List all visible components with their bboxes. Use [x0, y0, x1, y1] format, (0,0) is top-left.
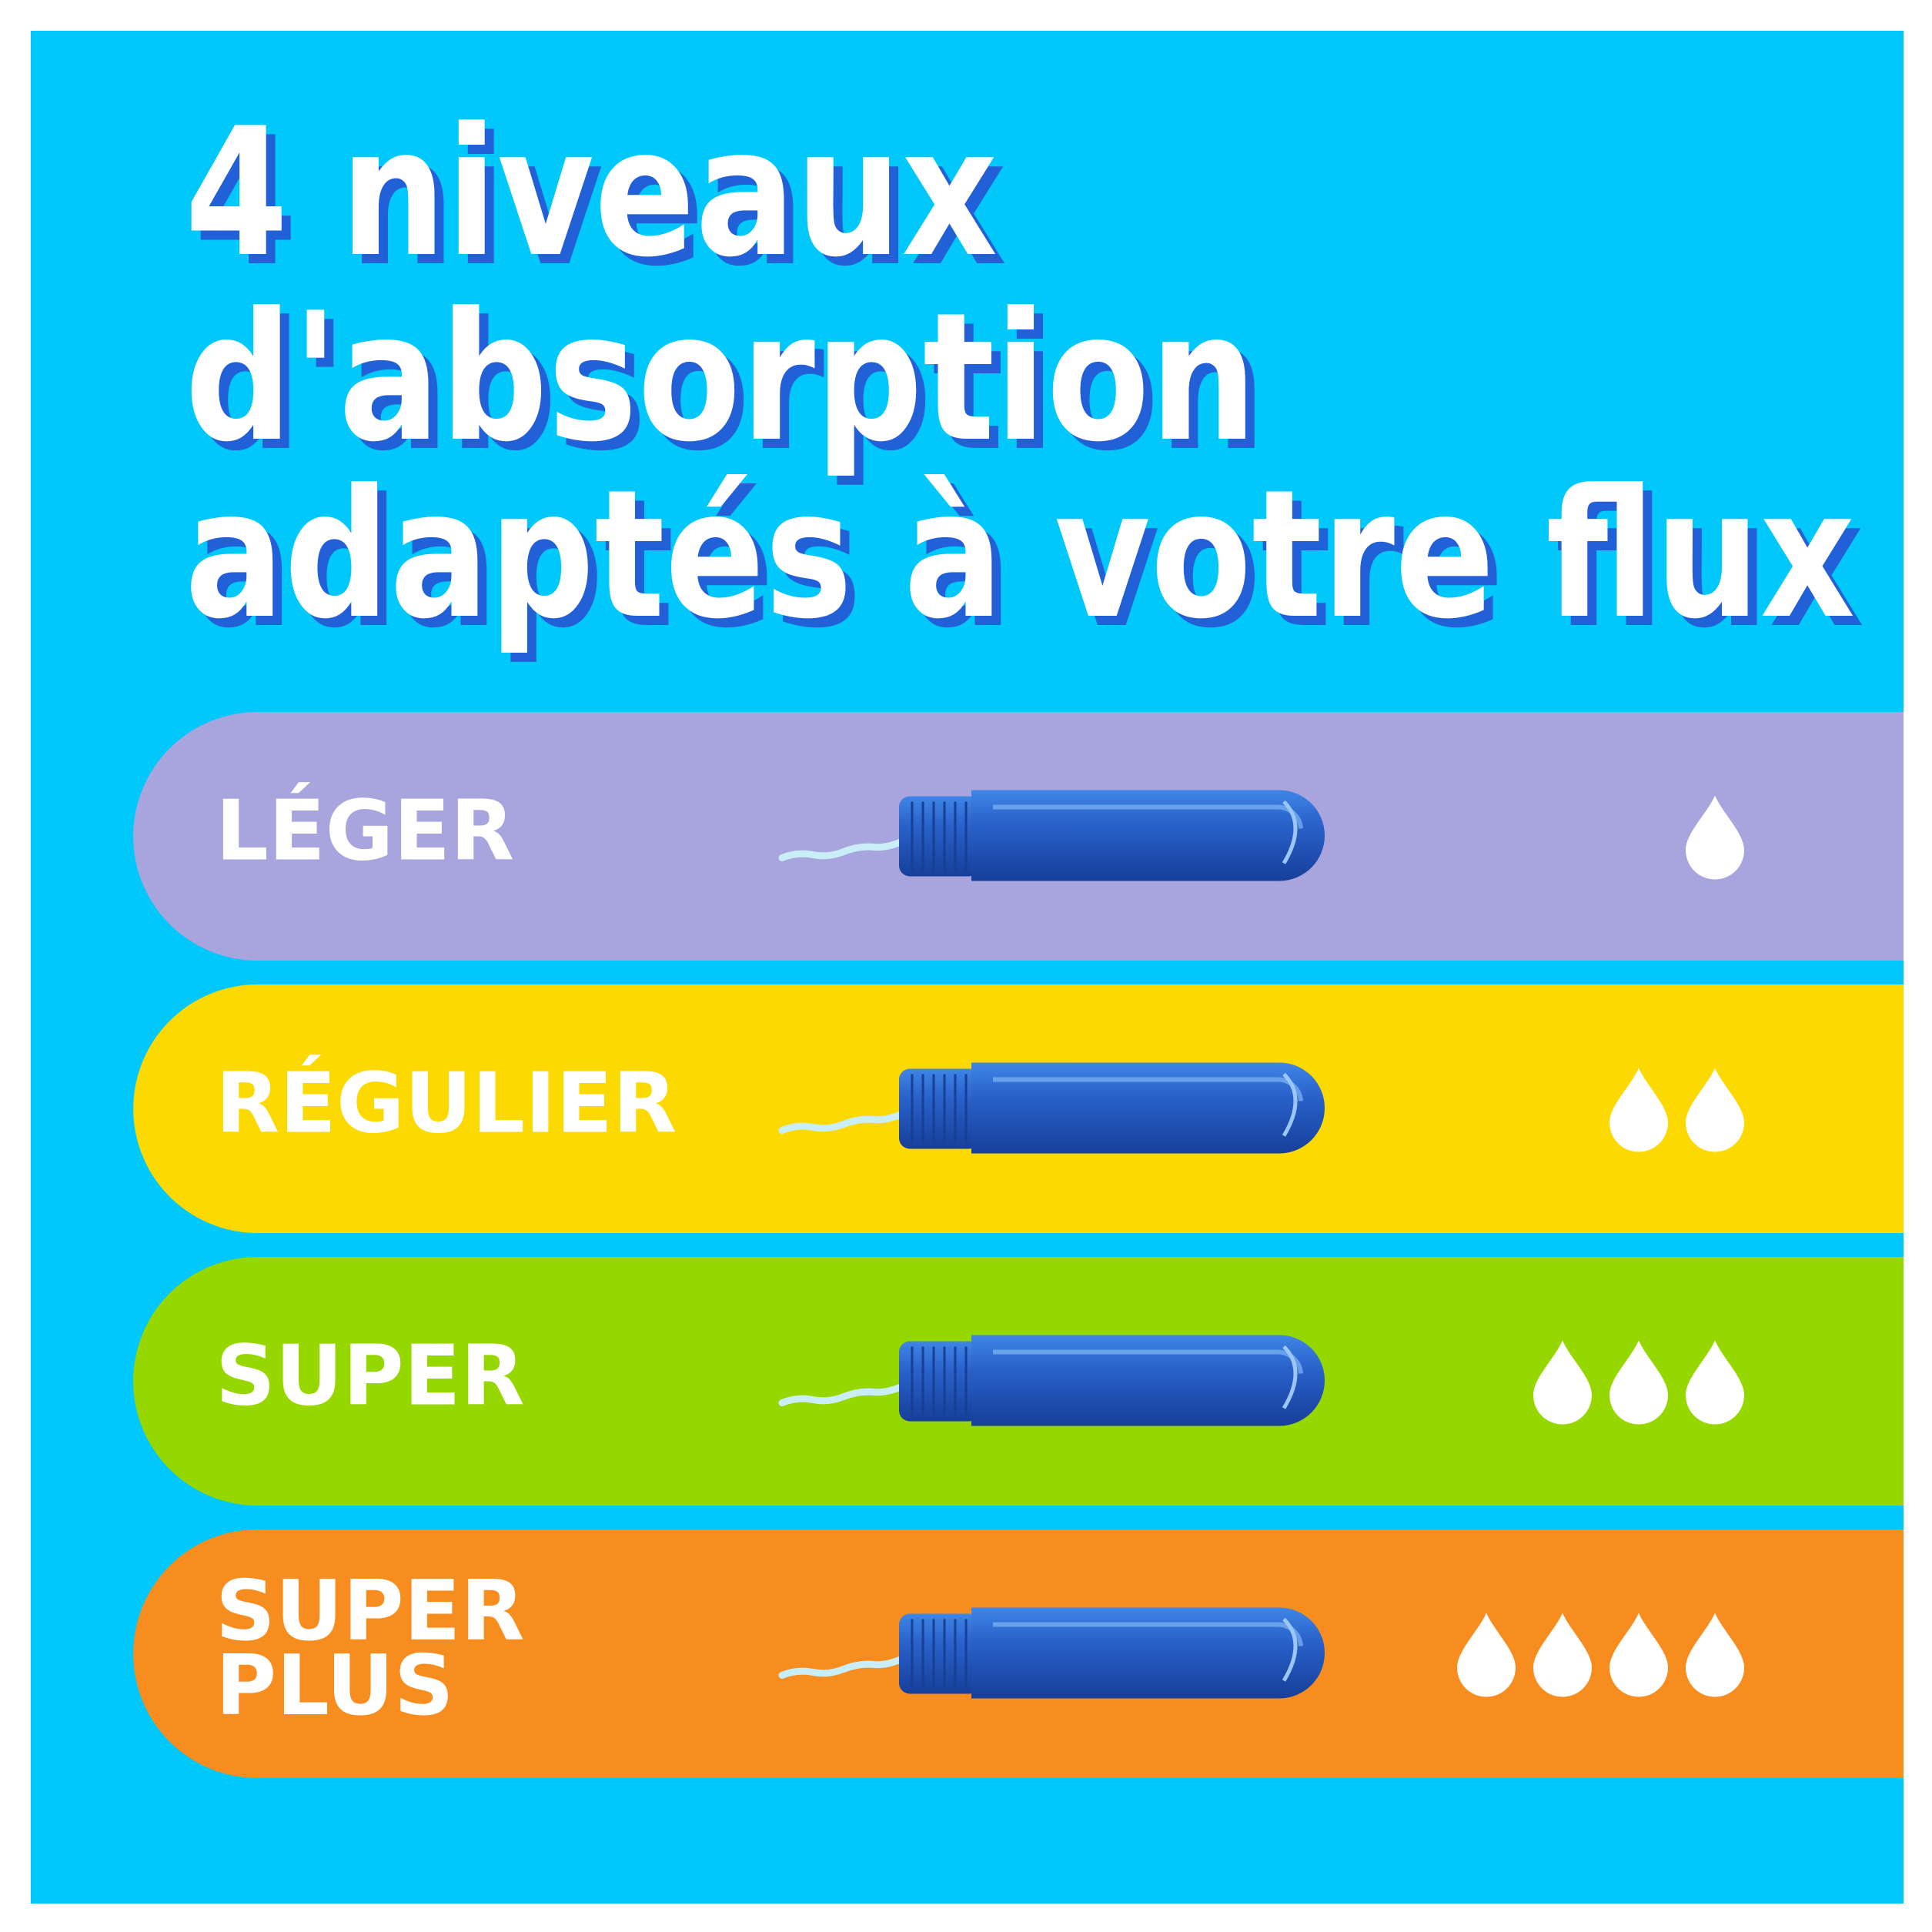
drop-icon — [1533, 1613, 1592, 1697]
title-line: adaptés à votre flux — [185, 453, 1855, 658]
drop-icon — [1457, 1613, 1516, 1697]
level-row: LÉGER — [132, 712, 1904, 961]
tampon-tip — [1282, 1072, 1298, 1137]
level-row: SUPER — [132, 1257, 1904, 1506]
tampon-body — [971, 790, 1325, 881]
level-row: RÉGULIER — [133, 984, 1904, 1233]
tampon-body — [971, 1062, 1325, 1154]
drop-icon — [1686, 1068, 1744, 1152]
tampon-tip — [1282, 1617, 1298, 1682]
drop-icon — [1686, 1340, 1744, 1425]
tampon-string — [778, 1650, 917, 1679]
tampon-grip — [899, 1068, 980, 1149]
level-label: LÉGER — [216, 781, 514, 879]
drop-icon — [1609, 1068, 1668, 1152]
level-label: SUPER — [216, 1563, 525, 1660]
drop-icon — [1533, 1340, 1592, 1425]
level-label: RÉGULIER — [216, 1054, 677, 1152]
level-label: PLUS — [216, 1638, 454, 1734]
tampon-body — [971, 1335, 1325, 1426]
tampon-body — [971, 1607, 1325, 1699]
tampon-string — [778, 833, 917, 861]
tampon-grip — [899, 796, 980, 877]
tampon-grip — [899, 1613, 980, 1694]
tampon-tip — [1282, 1345, 1298, 1409]
tampon-string — [778, 1378, 917, 1406]
tampon-icon — [778, 1062, 1325, 1154]
tampon-icon — [778, 790, 1325, 881]
drop-icon — [1686, 1613, 1744, 1697]
tampon-icon — [778, 1335, 1325, 1426]
tampon-grip — [899, 1341, 980, 1422]
tampon-tip — [1282, 800, 1298, 864]
tampon-icon — [778, 1607, 1325, 1699]
title-line: 4 niveaux — [185, 91, 998, 296]
tampon-string — [778, 1105, 917, 1134]
drop-icon — [1609, 1613, 1668, 1697]
drop-icon — [1686, 795, 1744, 880]
level-label: SUPER — [216, 1328, 525, 1424]
drop-icon — [1609, 1340, 1668, 1425]
title-line: d'absorption — [185, 276, 1257, 481]
